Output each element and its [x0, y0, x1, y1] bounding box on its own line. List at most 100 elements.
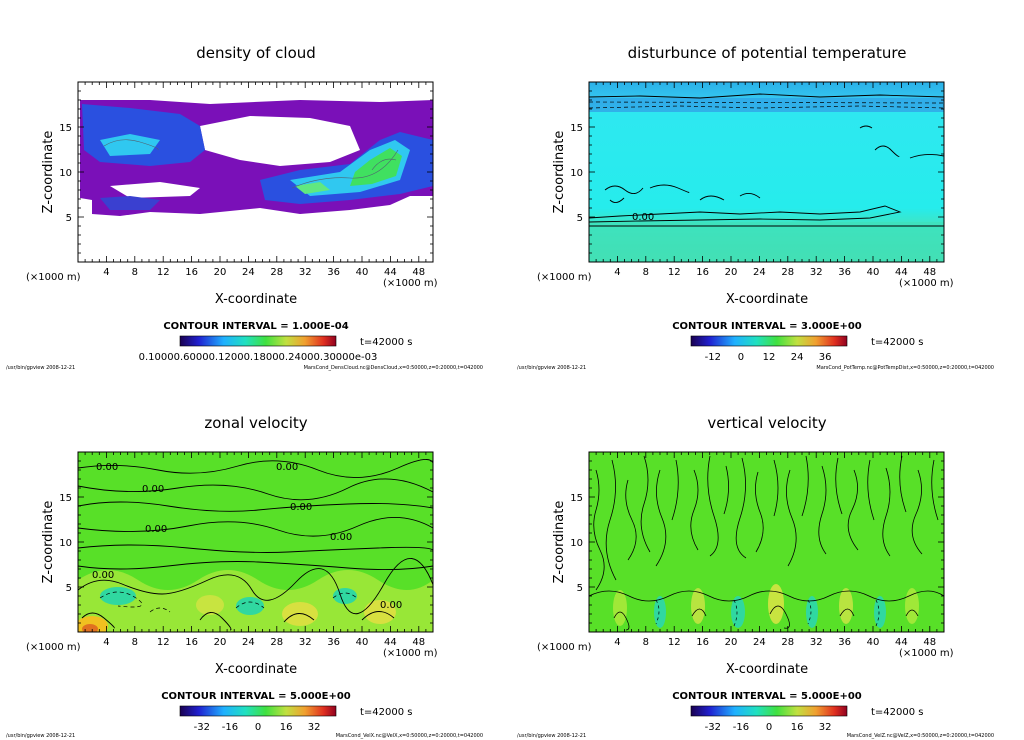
contour-interval: CONTOUR INTERVAL = 5.000E+00: [161, 691, 351, 702]
x-tick-label: 36: [838, 637, 851, 648]
cloud-contour: [103, 139, 399, 189]
x-unit-right: (×1000 m): [899, 648, 954, 659]
velx-contours-dashed: [99, 591, 358, 613]
x-tick-label: 28: [781, 267, 794, 278]
x-tick-label: 36: [838, 267, 851, 278]
x-tick-label: 8: [132, 637, 138, 648]
ptemp-contour-dashed: [589, 101, 944, 109]
colorbar-tick-label: -16: [733, 722, 749, 733]
x-axis-label: X-coordinate: [726, 662, 808, 677]
x-tick-label: 32: [810, 637, 823, 648]
footer-left: /usr/bin/gpview 2008-12-21: [517, 365, 586, 371]
panel-velz: vertical velocity 4 8 12 16 20 24 28 32 36 40 44 48…: [517, 414, 994, 739]
colorbar-tick-label: 24: [791, 352, 804, 363]
footer-left: /usr/bin/gpview 2008-12-21: [6, 365, 75, 371]
x-tick-label: 28: [270, 267, 283, 278]
chart-title: vertical velocity: [707, 414, 826, 432]
x-unit-left: (×1000 m): [26, 642, 81, 653]
x-tick-label: 8: [643, 267, 649, 278]
y-axis-label: Z-coordinate: [41, 131, 56, 214]
x-tick-label: 36: [327, 637, 340, 648]
chart-title: density of cloud: [196, 44, 316, 62]
x-unit-left: (×1000 m): [537, 272, 592, 283]
contour-label: 0.00: [290, 502, 312, 513]
x-tick-label: 8: [643, 637, 649, 648]
x-tick-label: 48: [412, 637, 425, 648]
field-velz: [589, 452, 944, 632]
y-tick-label: 10: [59, 538, 72, 549]
x-axis-label: X-coordinate: [726, 292, 808, 307]
time-label: t=42000 s: [360, 337, 413, 348]
x-tick-label: 32: [299, 637, 312, 648]
x-tick-label: 20: [214, 637, 227, 648]
x-axis-label: X-coordinate: [215, 292, 297, 307]
y-tick-label: 5: [577, 213, 583, 224]
x-tick-label: 44: [895, 267, 908, 278]
x-tick-label: 20: [725, 637, 738, 648]
colorbar-tick-label: 36: [819, 352, 832, 363]
lower-warm-band: [589, 222, 944, 262]
plot-background: [589, 452, 944, 632]
y-tick-label: 10: [570, 168, 583, 179]
field-ptemp: 0.00: [589, 82, 944, 262]
cloud-core-green-2: [295, 182, 330, 194]
time-label: t=42000 s: [360, 707, 413, 718]
x-tick-label: 40: [867, 637, 880, 648]
panel-velx: zonal velocity 0.00 0.00 0.00 0.00 0.00 …: [6, 414, 483, 739]
x-tick-label: 4: [103, 267, 109, 278]
panel-cloud: density of cloud 4 8 12 16 20 24 28 32 36 40 44 485…: [6, 44, 483, 371]
y-tick-label: 10: [570, 538, 583, 549]
colorbar-tick-label: 0: [255, 722, 261, 733]
x-tick-label: 4: [103, 637, 109, 648]
x-tick-label: 44: [384, 267, 397, 278]
contour-label: 0.00: [142, 484, 164, 495]
jet-core: [364, 600, 396, 624]
x-unit-right: (×1000 m): [383, 278, 438, 289]
x-axis-label: X-coordinate: [215, 662, 297, 677]
colorbar-tick-label: 32: [819, 722, 832, 733]
time-label: t=42000 s: [871, 707, 924, 718]
x-tick-label: 40: [356, 637, 369, 648]
colorbar-ticks: -12 0 12 24 36: [705, 352, 832, 363]
x-unit-right: (×1000 m): [383, 648, 438, 659]
x-tick-label: 12: [157, 637, 170, 648]
velx-contours: [78, 459, 433, 631]
x-tick-label: 44: [384, 637, 397, 648]
x-tick-label: 40: [867, 267, 880, 278]
x-tick-label: 24: [753, 637, 766, 648]
x-tick-label: 16: [696, 637, 709, 648]
velz-contours-dashed: [655, 599, 880, 627]
footer-left: /usr/bin/gpview 2008-12-21: [6, 733, 75, 739]
x-tick-label: 40: [356, 267, 369, 278]
x-tick-label: 4: [614, 267, 620, 278]
footer-right: MarsCond_VelZ.nc@VelZ,x=0:50000,z=0:2000…: [847, 733, 994, 739]
y-tick-label: 5: [577, 583, 583, 594]
cloud-clear-gap: [200, 116, 360, 166]
y-axis-label: Z-coordinate: [552, 131, 567, 214]
colorbar-tick-label: 0: [738, 352, 744, 363]
x-tick-label: 32: [810, 267, 823, 278]
y-axis-label: Z-coordinate: [41, 501, 56, 584]
footer-left: /usr/bin/gpview 2008-12-21: [517, 733, 586, 739]
colorbar-tick-label: 0.10000.60000.12000.18000.24000.30000e-0…: [139, 352, 378, 363]
x-tick-label: 20: [725, 267, 738, 278]
footer-right: MarsCond_VelX.nc@VelX,x=0:50000,z=0:2000…: [336, 733, 483, 739]
colorbar-ticks: -32 -16 0 16 32: [705, 722, 832, 733]
x-tick-label: 24: [242, 637, 255, 648]
contour-label: 0.00: [276, 462, 298, 473]
jet-core: [196, 595, 224, 615]
x-tick-label: 24: [242, 267, 255, 278]
y-tick-label: 15: [59, 493, 72, 504]
x-tick-label: 24: [753, 267, 766, 278]
x-tick-label: 48: [923, 637, 936, 648]
colorbar-tick-label: 12: [763, 352, 776, 363]
x-tick-label: 36: [327, 267, 340, 278]
colorbar-tick-label: 16: [791, 722, 804, 733]
jet-core: [282, 602, 318, 626]
upper-cool-band: [589, 98, 944, 112]
x-tick-label: 12: [668, 267, 681, 278]
